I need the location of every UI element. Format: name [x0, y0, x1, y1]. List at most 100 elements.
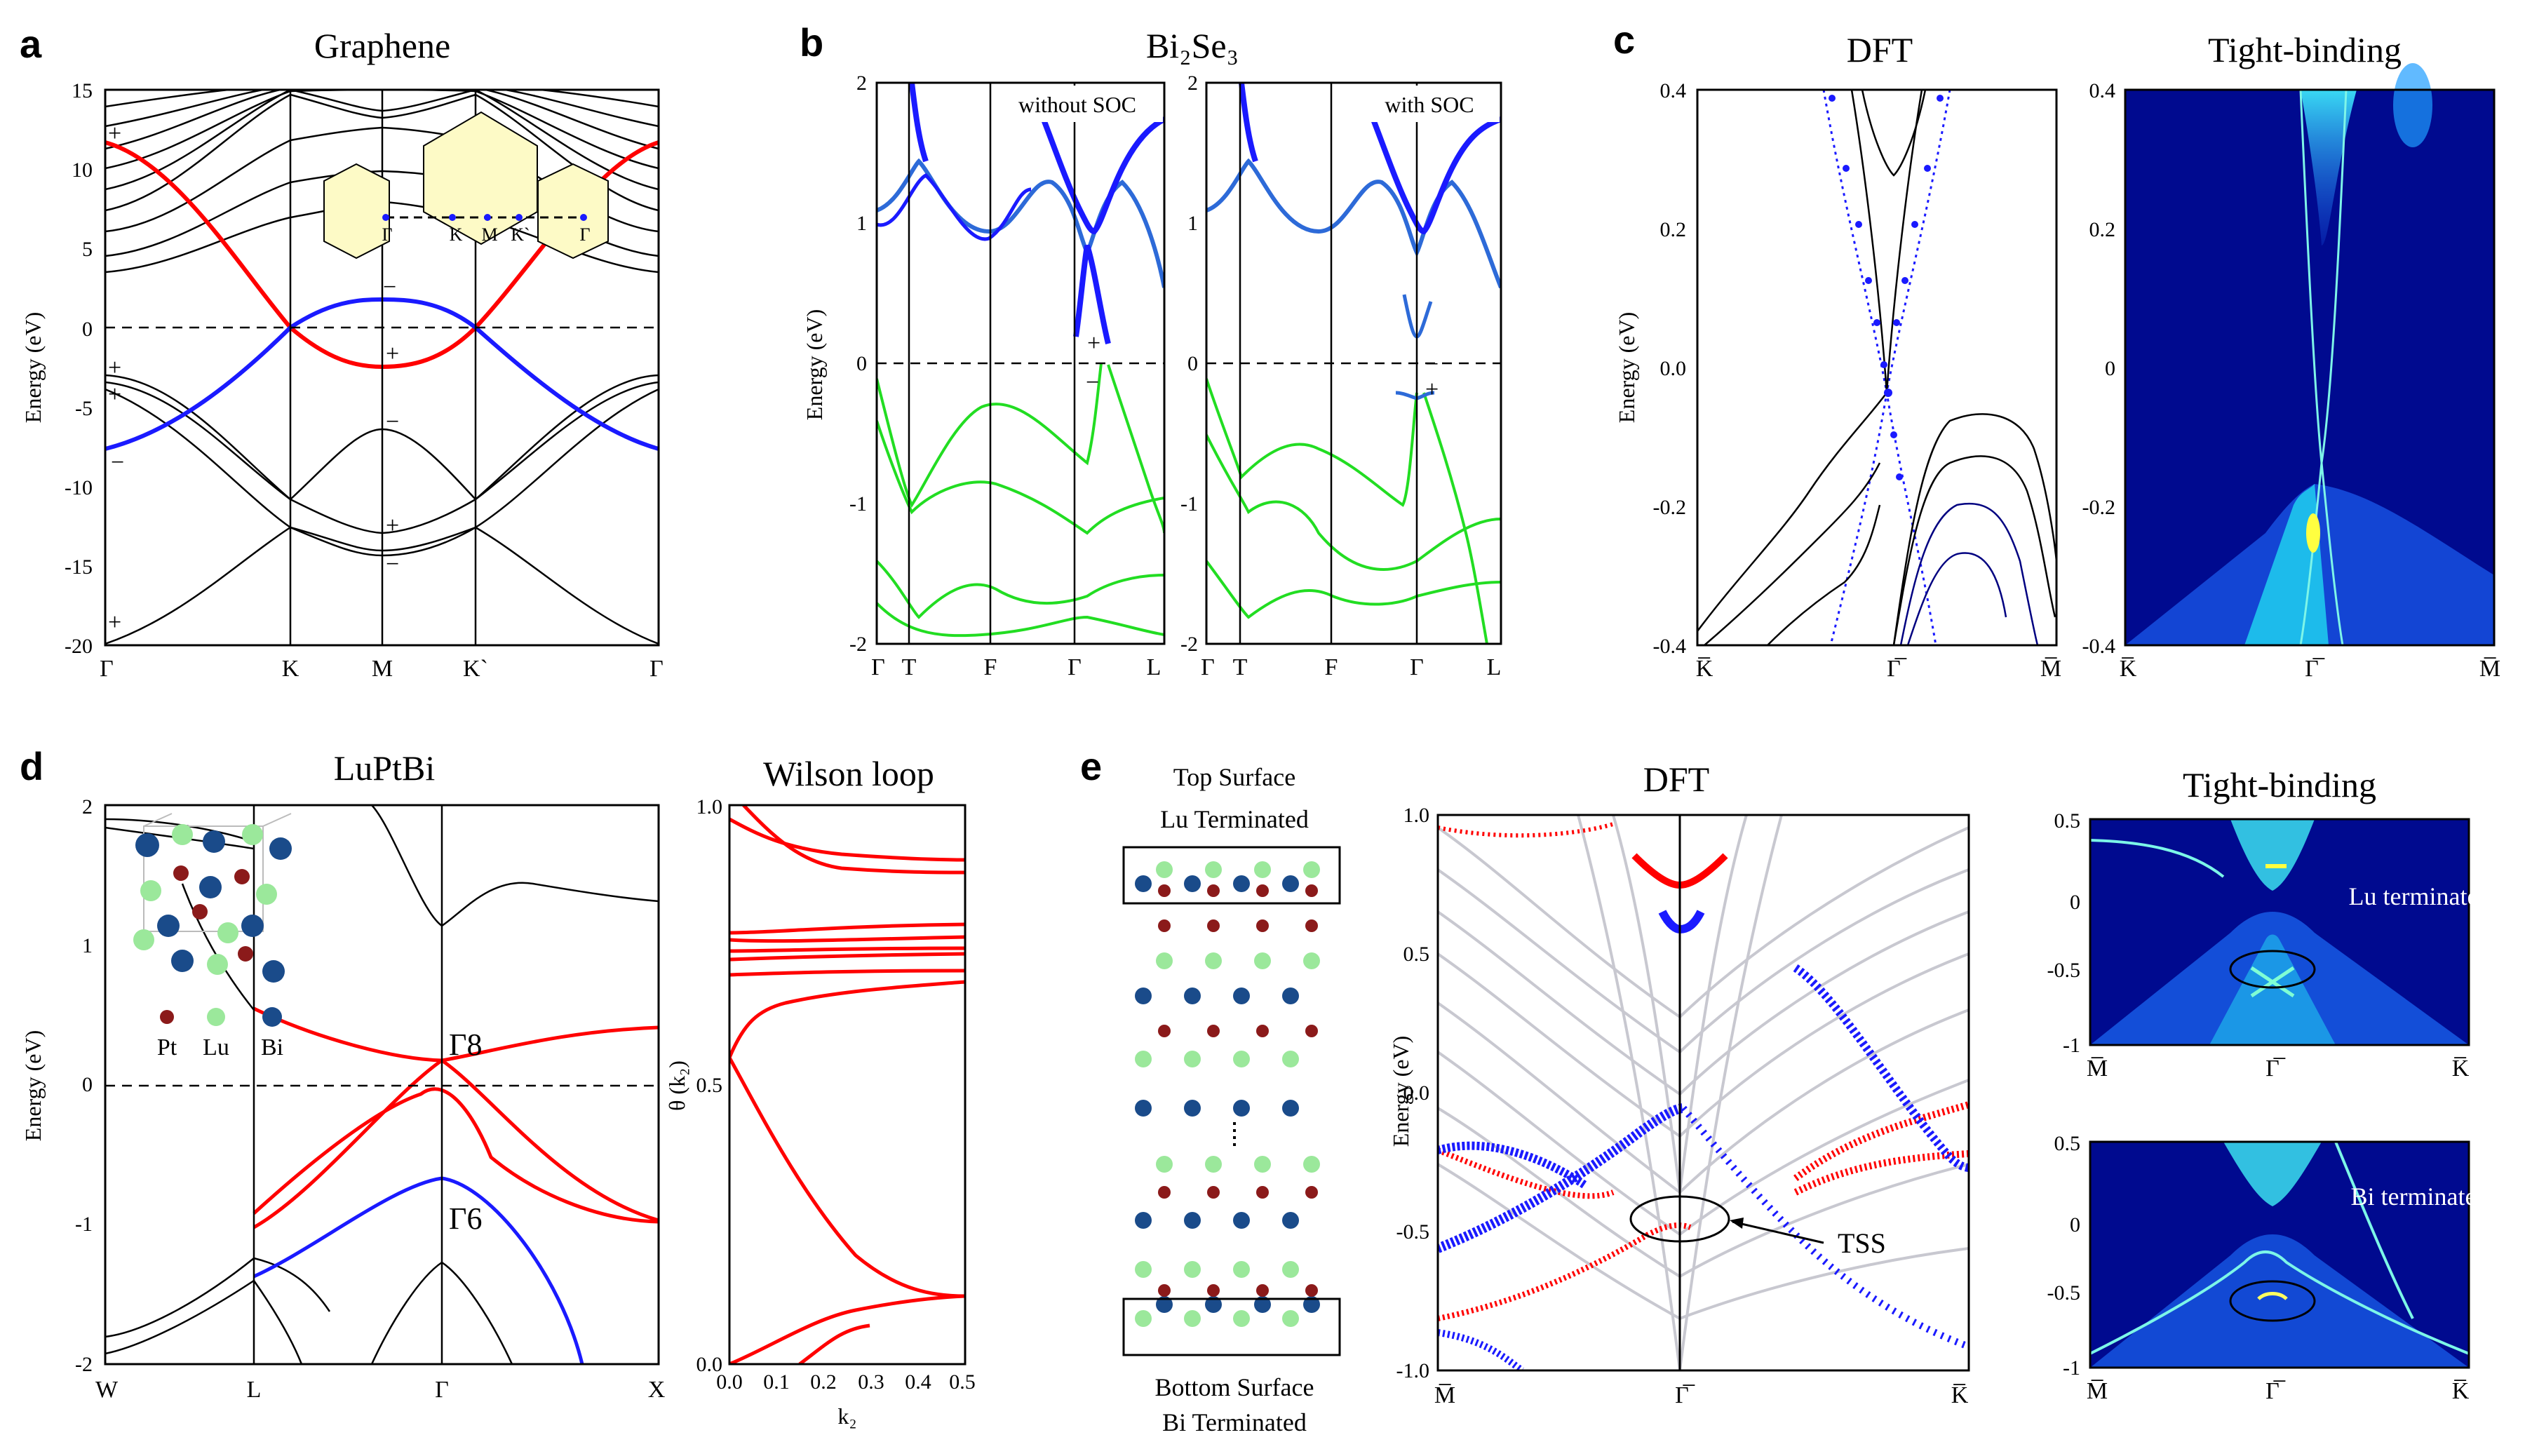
kpoint-label: K̅: [2120, 656, 2137, 682]
band-line: [1850, 90, 1888, 393]
panel-e-label: e: [1080, 744, 1102, 788]
panel-c-kpoints: K̅ Γ̅ M̅ K̅ Γ̅ M̅: [1696, 656, 2500, 682]
conduction-band: [1365, 104, 1501, 235]
red-band: [252, 1087, 659, 1224]
band-line: [105, 1257, 331, 1338]
panel-b: b Bi₂Se₃ Energy (eV) 2 1 0 -1 -2 2 1 0 -…: [800, 20, 1502, 680]
panel-b-yticks-right: 2 1 0 -1 -2: [1180, 72, 1198, 656]
panel-c: c DFT Tight-binding Energy (eV) 0.4 0.2 …: [1613, 18, 2500, 682]
tb-top-note: Lu terminated: [2349, 882, 2491, 910]
ytick: -0.2: [2082, 496, 2116, 519]
panel-b-yticks-left: 2 1 0 -1 -2: [849, 72, 867, 656]
wilson-xlabel: k₂: [837, 1403, 856, 1429]
kpoint-label: M̅: [2040, 656, 2061, 682]
panel-d-title: LuPtBi: [334, 748, 435, 788]
xtick: 0.5: [949, 1370, 976, 1394]
panel-d-wilson-title: Wilson loop: [763, 754, 934, 793]
panel-b-label: b: [800, 20, 823, 65]
tb-top-map: [2089, 818, 2470, 1046]
ytick: 0.0: [1660, 357, 1687, 380]
blue-surface-band: [1681, 1105, 1969, 1350]
ytick: 0: [82, 318, 93, 341]
blue-surface-band: [1793, 964, 1969, 1172]
wilson-curve: [729, 952, 965, 962]
band-line: [1899, 502, 2039, 645]
xtick: 0.4: [905, 1370, 931, 1394]
ytick: 5: [82, 238, 93, 261]
ytick: -2: [1180, 633, 1198, 656]
panel-c-tb-frame: [2124, 88, 2496, 647]
ytick: 0.0: [1403, 1081, 1430, 1105]
panel-e-title-tb: Tight-binding: [2183, 765, 2376, 804]
kpoint-label: K̅: [2452, 1056, 2470, 1081]
kpoint-label: X: [648, 1377, 666, 1403]
ytick: 2: [82, 795, 93, 818]
tb-bottom-note: Bi terminated: [2351, 1182, 2489, 1211]
band-line: [1892, 455, 2056, 645]
panel-e-dft-bands: [1438, 815, 1969, 1370]
ytick: 0: [2105, 357, 2115, 380]
panel-d-yticks: 2 1 0 -1 -2: [75, 795, 93, 1376]
panel-e: e Top Surface Lu Terminated Bottom Surfa…: [1080, 744, 2491, 1436]
blue-band: [252, 1176, 584, 1364]
band-line: [105, 90, 659, 128]
parity-label: +: [108, 609, 121, 635]
bottom-term-label: Bi Terminated: [1162, 1408, 1307, 1436]
panel-a-parity: + + + − − + − + − +: [108, 121, 399, 635]
kpoint-label: Γ̅: [1887, 656, 1907, 682]
note-bg: [992, 86, 1163, 122]
panel-a: a Graphene Energy (eV) 15 10 5 0 -5 -10 …: [20, 22, 664, 682]
bz-label: Γ: [382, 224, 392, 245]
parity-label: +: [108, 382, 121, 407]
xtick: 0.0: [716, 1370, 743, 1394]
wilson-yticks: 1.0 0.5 0.0: [696, 795, 723, 1376]
parity-label: +: [1087, 330, 1100, 356]
panel-c-label: c: [1613, 18, 1635, 62]
panel-d-ylabel: Energy (eV): [20, 1030, 46, 1141]
tb-bottom-kpoints: M̅ Γ̅ K̅: [2087, 1378, 2470, 1404]
tb-top-kpoints: M̅ Γ̅ K̅: [2087, 1056, 2470, 1081]
parity-label: +: [1425, 377, 1439, 403]
wilson-xticks: 0.0 0.1 0.2 0.3 0.4 0.5: [716, 1370, 976, 1394]
panel-e-yticks: 1.0 0.5 0.0 -0.5 -1.0: [1396, 804, 1430, 1382]
tss-arrowhead: [1730, 1218, 1744, 1229]
valence-band: [877, 560, 1164, 619]
ytick: -0.5: [2047, 959, 2081, 982]
ytick: 1: [82, 934, 93, 957]
tb-surface-state: [2299, 89, 2348, 646]
note-with-soc: with SOC: [1385, 92, 1474, 117]
crystal-inset: Pt Lu Bi: [133, 813, 292, 1060]
parity-label: −: [1086, 370, 1099, 396]
wilson-curve: [729, 969, 965, 977]
band-line: [1885, 90, 1923, 393]
panel-c-dft-bands: [1697, 90, 2056, 645]
ytick: 1.0: [1403, 804, 1430, 827]
valence-band: [1206, 560, 1501, 619]
kpoint-label: K: [282, 656, 299, 682]
panel-d-kpoints: W L Γ X: [95, 1377, 665, 1403]
tss-ellipse: [1629, 1195, 1730, 1243]
gamma6-label: Γ6: [449, 1201, 482, 1236]
panel-c-tb-yticks: 0.4 0.2 0 -0.2 -0.4: [2082, 79, 2116, 658]
kpoint-label: Γ̅: [2305, 656, 2325, 682]
parity-label: −: [386, 551, 399, 577]
kpoint-label: M̅: [2087, 1056, 2108, 1081]
wilson-curve: [729, 1056, 965, 1298]
conduction-band: [1073, 244, 1111, 344]
ytick: 0: [82, 1073, 93, 1096]
blue-surface-band: [1658, 910, 1705, 934]
ytick: 1: [1187, 212, 1198, 235]
ytick: 0: [2070, 1213, 2080, 1236]
atom-label: Pt: [157, 1034, 177, 1060]
tb-hotspot: [2306, 513, 2320, 553]
panel-c-tb-map: [2124, 63, 2496, 647]
band-line: [1892, 413, 2056, 645]
wilson-curve: [798, 1323, 870, 1364]
conduction-band: [877, 158, 1164, 288]
valence-band: [1422, 392, 1488, 644]
bz-inset: Γ K M K` Γ: [323, 111, 609, 259]
ytick: 2: [1187, 72, 1198, 95]
panel-c-dft-dots: [1829, 95, 1944, 480]
atom-label: Lu: [203, 1034, 229, 1060]
